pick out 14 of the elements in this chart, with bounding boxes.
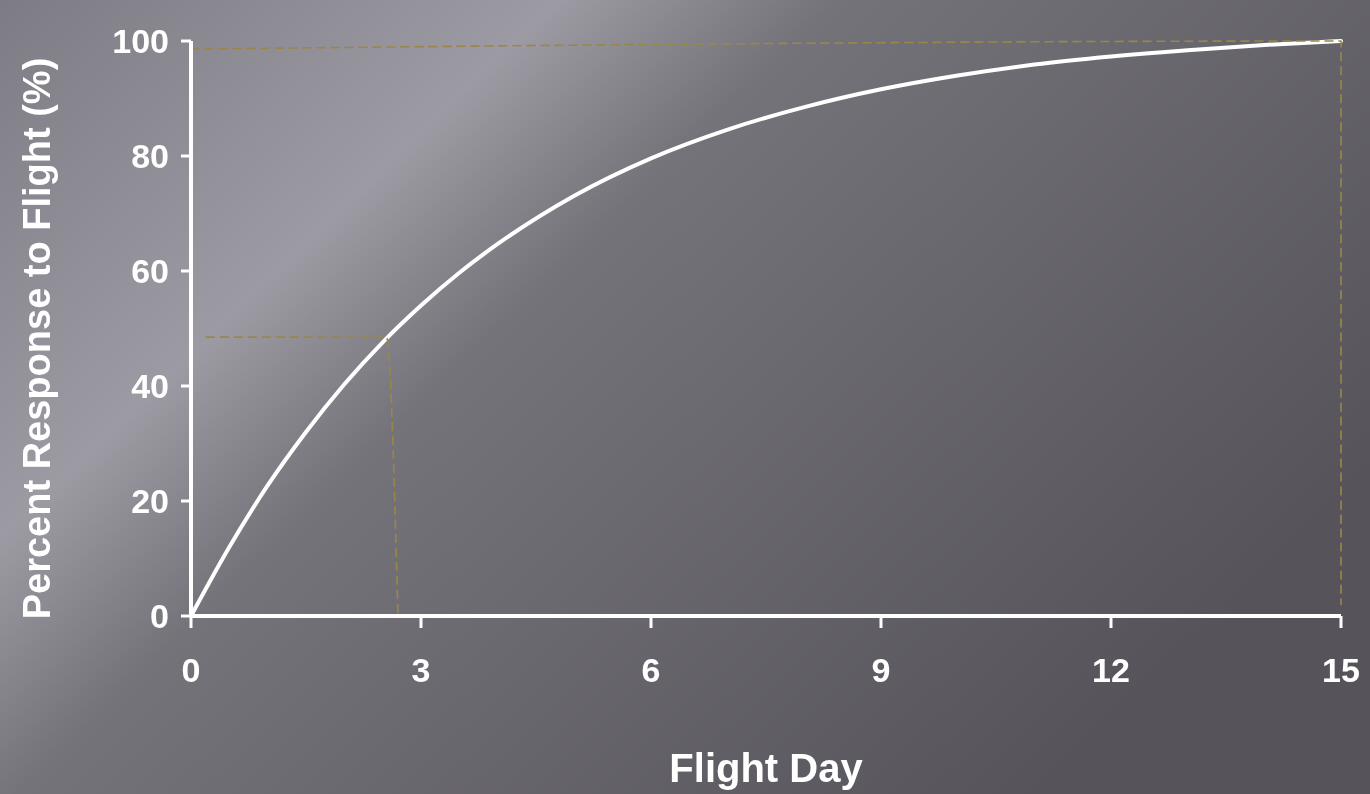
x-tick-label: 3 xyxy=(411,651,431,689)
x-axis-title: Flight Day xyxy=(669,746,864,790)
y-tick-label: 100 xyxy=(112,21,169,60)
y-tick-label: 60 xyxy=(131,251,169,290)
y-axis-title: Percent Response to Flight (%) xyxy=(16,57,58,620)
y-tick-label: 0 xyxy=(150,596,169,635)
y-tick-label: 80 xyxy=(131,136,169,175)
y-tick-label: 40 xyxy=(131,366,169,405)
x-tick-label: 12 xyxy=(1092,651,1130,689)
y-tick-label: 20 xyxy=(131,481,169,520)
x-tick-label: 15 xyxy=(1322,651,1360,689)
x-tick-label: 0 xyxy=(181,651,201,689)
x-tick-label: 6 xyxy=(641,651,661,689)
x-tick-label: 9 xyxy=(871,651,891,689)
